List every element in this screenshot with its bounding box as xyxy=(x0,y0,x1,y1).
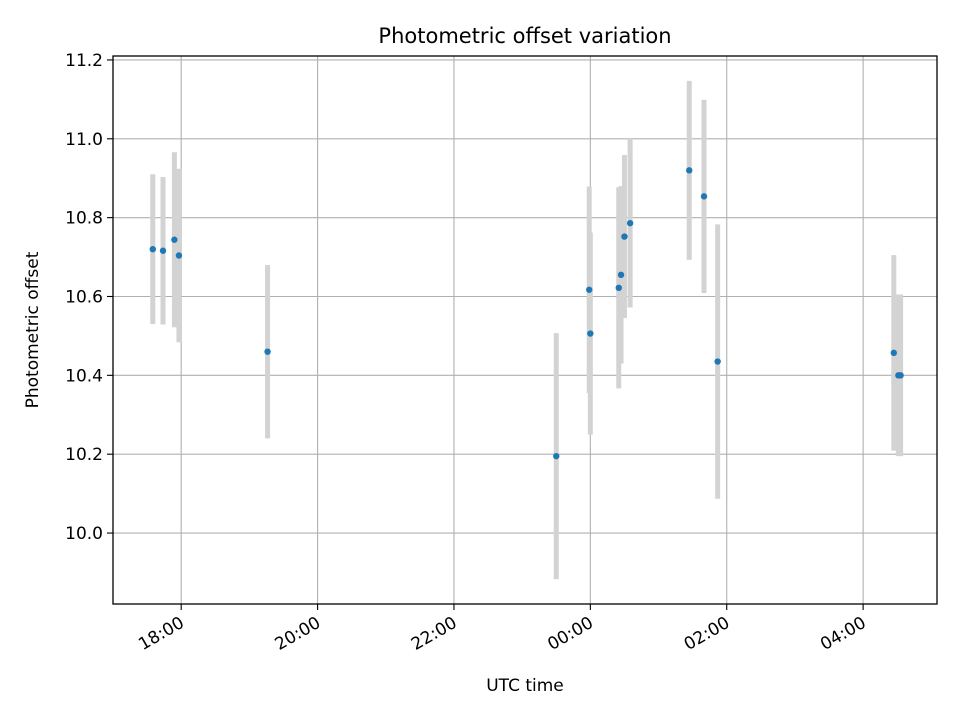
x-axis-label: UTC time xyxy=(486,676,564,696)
plot-frame xyxy=(112,55,938,605)
data-point xyxy=(175,252,183,259)
data-point xyxy=(586,286,593,293)
data-point xyxy=(159,247,167,254)
y-axis-ticks: 10.0 10.2 10.4 10.6 10.8 11.0 11.2 xyxy=(65,51,113,544)
y-axis-label: Photometric offset xyxy=(23,251,43,408)
y-tick-label: 10.8 xyxy=(65,209,103,229)
data-point xyxy=(615,284,622,292)
y-tick-label: 11.0 xyxy=(65,130,103,150)
data-point xyxy=(264,348,271,355)
data-point xyxy=(897,372,904,379)
y-tick-label: 10.6 xyxy=(65,287,103,307)
data-point xyxy=(171,236,178,243)
y-tick-label: 11.2 xyxy=(65,51,103,71)
y-tick-label: 10.0 xyxy=(65,524,103,544)
y-tick-label: 10.2 xyxy=(65,445,103,465)
data-point xyxy=(553,452,560,460)
data-point xyxy=(587,330,594,337)
chart-title: Photometric offset variation xyxy=(378,24,671,48)
grid xyxy=(113,56,937,604)
data-point xyxy=(621,233,628,240)
data-point xyxy=(626,219,634,227)
data-point xyxy=(714,358,721,365)
data-points xyxy=(149,167,904,460)
data-point xyxy=(890,349,898,357)
data-point xyxy=(617,271,625,279)
data-point xyxy=(149,245,156,253)
y-tick-label: 10.4 xyxy=(65,366,103,386)
data-point xyxy=(686,167,693,174)
data-point xyxy=(700,193,708,200)
